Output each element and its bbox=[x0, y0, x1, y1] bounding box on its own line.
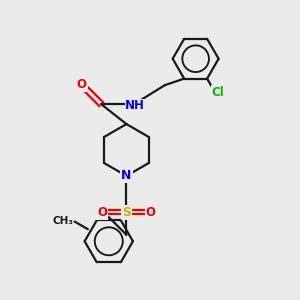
Text: N: N bbox=[121, 169, 132, 182]
Text: O: O bbox=[97, 206, 107, 219]
Text: CH₃: CH₃ bbox=[52, 216, 73, 226]
Text: O: O bbox=[146, 206, 156, 219]
Text: S: S bbox=[122, 206, 131, 219]
Text: NH: NH bbox=[125, 99, 145, 112]
Text: Cl: Cl bbox=[211, 86, 224, 99]
Text: O: O bbox=[77, 78, 87, 91]
